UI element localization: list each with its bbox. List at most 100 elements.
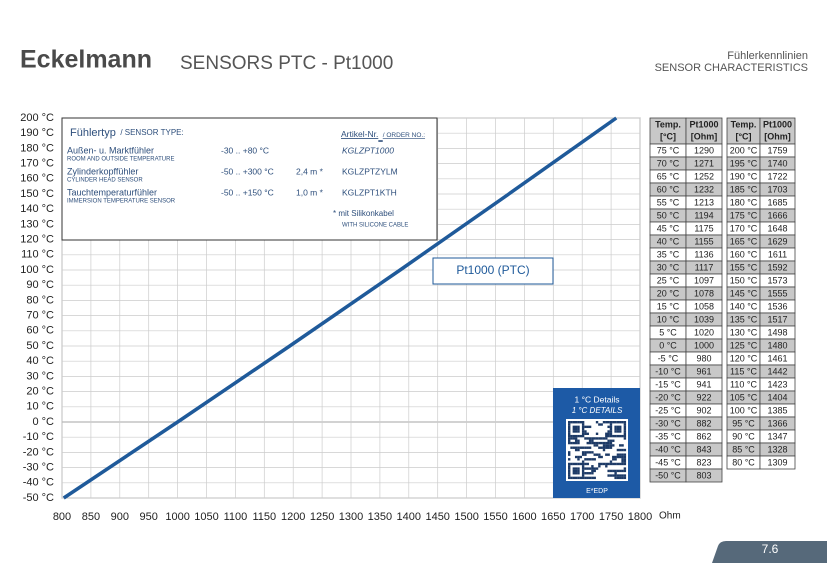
x-tick-label: 1450: [425, 511, 449, 523]
y-tick-label: 180 °C: [20, 142, 54, 154]
table-cell-text: 55 °C: [657, 197, 680, 207]
qr-module: [619, 469, 622, 473]
qr-module: [623, 421, 627, 424]
qr-module: [602, 448, 606, 452]
table-cell-text: 1442: [767, 366, 787, 376]
qr-module: [605, 432, 608, 435]
table-header: Pt1000: [763, 119, 792, 129]
qr-module: [621, 421, 624, 424]
table-cell-text: 75 °C: [657, 145, 680, 155]
qr-module: [623, 476, 627, 480]
qr-module: [623, 474, 627, 477]
table-cell-text: 1536: [767, 301, 787, 311]
table-cell-text: 1685: [767, 197, 787, 207]
qr-module: [619, 425, 622, 429]
table-cell-text: 120 °C: [730, 353, 758, 363]
table-cell-text: 10 °C: [657, 314, 680, 324]
qr-module: [588, 441, 592, 445]
y-tick-label: 70 °C: [26, 310, 54, 322]
qr-module: [609, 446, 613, 449]
table-cell-text: 862: [696, 431, 711, 441]
table-cell-text: 180 °C: [730, 197, 758, 207]
sensor-range: -50 .. +300 °C: [221, 166, 274, 176]
qr-module: [586, 467, 589, 470]
qr-module: [577, 476, 580, 480]
x-tick-label: 1350: [368, 511, 392, 523]
qr-module: [584, 446, 587, 449]
order: Artikel-Nr.: [341, 129, 378, 139]
qr-module: [623, 453, 627, 456]
qr-module: [574, 439, 578, 442]
table-cell-text: 1136: [694, 249, 713, 259]
logo: Eckelmann: [20, 46, 152, 74]
qr-module: [591, 441, 594, 445]
qr-module: [598, 441, 601, 445]
qr-module: [581, 467, 585, 470]
table-cell-text: 140 °C: [730, 301, 758, 311]
qr-module: [623, 448, 627, 452]
qr-module: [614, 474, 617, 477]
sensor-name-en: ROOM AND OUTSIDE TEMPERATURE: [67, 157, 174, 163]
qr-module: [605, 441, 608, 445]
qr-module: [586, 441, 589, 445]
qr-module: [574, 427, 578, 431]
qr-module: [607, 425, 610, 429]
table-cell-text: 175 °C: [730, 210, 758, 220]
table-cell-text: -25 °C: [655, 405, 681, 415]
qr-module: [593, 437, 596, 440]
y-tick-label: 170 °C: [20, 158, 54, 170]
qr-module: [598, 437, 601, 440]
qr-module: [581, 430, 585, 433]
qr-module: [619, 444, 622, 447]
qr-module: [568, 430, 571, 433]
qr-module: [570, 476, 573, 480]
qr-module: [588, 446, 592, 449]
y-tick-label: -30 °C: [23, 462, 54, 474]
qr-module: [577, 430, 580, 433]
qr-module: [612, 458, 615, 461]
qr-module: [584, 472, 587, 475]
table-header: [Ohm]: [691, 131, 718, 141]
table-cell-text: 1629: [767, 236, 787, 246]
details-box[interactable]: 1 °C Details 1 °C DETAILS E*EDP: [553, 388, 640, 498]
qr-module: [570, 434, 573, 438]
qr-module: [598, 453, 601, 456]
qr-module: [593, 453, 596, 456]
y-tick-label: 140 °C: [20, 203, 54, 215]
table-cell-text: -20 °C: [655, 392, 681, 402]
table-header: Temp.: [655, 119, 681, 129]
qr-module: [572, 425, 576, 429]
qr-module: [574, 421, 578, 424]
subtitle: SENSOR CHARACTERISTICS: [655, 62, 808, 74]
qr-module: [616, 469, 620, 473]
table-cell-text: 130 °C: [730, 327, 758, 337]
qr-module: [591, 458, 594, 461]
qr-module: [581, 472, 585, 475]
qr-module: [623, 430, 627, 433]
qr-module: [570, 437, 573, 440]
qr-module: [577, 469, 580, 473]
qr-module: [591, 439, 594, 442]
table-cell-text: 1404: [767, 392, 787, 402]
table-cell-text: 1039: [694, 314, 714, 324]
qr-module: [581, 451, 585, 454]
table-cell-text: 1366: [767, 418, 787, 428]
table-cell-text: 1000: [694, 340, 714, 350]
qr-module: [607, 444, 610, 447]
table-cell-text: 135 °C: [730, 314, 758, 324]
y-tick-label: 150 °C: [20, 188, 54, 200]
qr-module: [605, 421, 608, 424]
table-cell-text: 30 °C: [657, 262, 680, 272]
qr-module: [574, 469, 578, 473]
qr-module: [588, 472, 592, 475]
qr-code: [568, 421, 627, 480]
qr-module: [577, 439, 580, 442]
qr-module: [616, 474, 620, 477]
table-cell-text: -5 °C: [658, 353, 679, 363]
qr-module: [584, 467, 587, 470]
qr-module: [607, 421, 610, 424]
x-tick-label: 1400: [397, 511, 421, 523]
qr-module: [602, 437, 606, 440]
qr-module: [577, 458, 580, 461]
qr-module: [586, 458, 589, 461]
